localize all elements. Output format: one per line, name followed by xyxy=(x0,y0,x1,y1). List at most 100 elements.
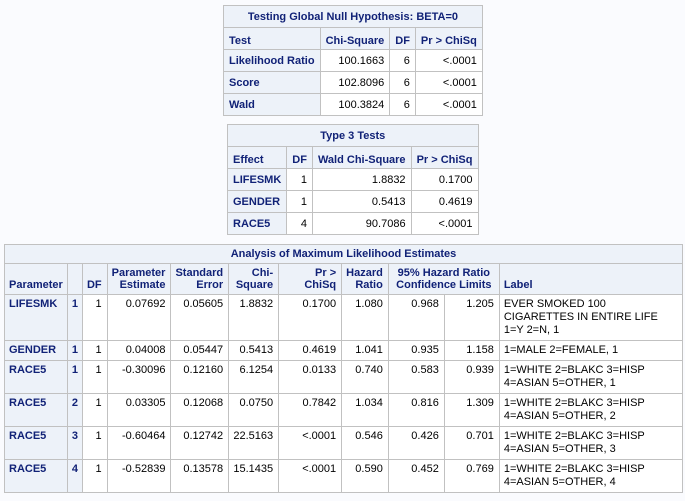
table-cell: 6 xyxy=(389,49,416,72)
global-null-table: Testing Global Null Hypothesis: BETA=0 T… xyxy=(223,5,483,116)
table-row: RACE5 4 90.7086 <.0001 xyxy=(226,212,479,235)
column-header: Wald Chi-Square xyxy=(311,146,412,169)
table-cell: 0.05605 xyxy=(170,294,230,341)
table-cell: <.0001 xyxy=(414,93,483,116)
table-cell: 0.769 xyxy=(443,459,500,493)
column-header: Pr > ChiSq xyxy=(410,146,479,169)
table-row: RACE5 2 1 0.03305 0.12068 0.0750 0.7842 … xyxy=(4,393,684,427)
table-cell: 0.1700 xyxy=(278,294,343,341)
table-cell: 102.8096 xyxy=(319,71,391,94)
column-header: DF xyxy=(286,146,313,169)
column-header: DF xyxy=(81,263,108,295)
row-header: Likelihood Ratio xyxy=(223,49,321,72)
table-cell: 1.8832 xyxy=(228,294,280,341)
row-header: RACE5 xyxy=(4,393,68,427)
table-cell: 0.816 xyxy=(387,393,445,427)
column-header: DF xyxy=(389,27,416,50)
table-cell: 1.080 xyxy=(341,294,389,341)
row-level: 1 xyxy=(66,360,83,394)
table-cell: 0.7842 xyxy=(278,393,343,427)
column-header-blank xyxy=(66,263,83,295)
mle-table: Analysis of Maximum Likelihood Estimates… xyxy=(4,244,684,493)
table-cell: 1 xyxy=(81,340,108,361)
table-cell: 0.426 xyxy=(387,426,445,460)
table-cell: 1.034 xyxy=(341,393,389,427)
table-cell: 100.1663 xyxy=(319,49,391,72)
table-cell: 0.04008 xyxy=(106,340,172,361)
table-row: GENDER 1 1 0.04008 0.05447 0.5413 0.4619… xyxy=(4,340,684,361)
table-row: LIFESMK 1 1 0.07692 0.05605 1.8832 0.170… xyxy=(4,294,684,341)
table-row: RACE5 1 1 -0.30096 0.12160 6.1254 0.0133… xyxy=(4,360,684,394)
row-header: RACE5 xyxy=(4,426,68,460)
table-cell: <.0001 xyxy=(414,49,483,72)
table-cell: 0.03305 xyxy=(106,393,172,427)
table-cell: 0.5413 xyxy=(311,190,412,213)
table-cell: 0.07692 xyxy=(106,294,172,341)
table-cell: 1 xyxy=(81,360,108,394)
table-row: Wald 100.3824 6 <.0001 xyxy=(223,93,483,116)
table-cell: 1 xyxy=(81,426,108,460)
table-cell: <.0001 xyxy=(278,426,343,460)
table-cell-label: 1=WHITE 2=BLAKC 3=HISP 4=ASIAN 5=OTHER, … xyxy=(498,360,684,394)
table-cell: 0.590 xyxy=(341,459,389,493)
table-cell: 1 xyxy=(81,393,108,427)
table-cell: 4 xyxy=(286,212,313,235)
table-cell: 1.309 xyxy=(443,393,500,427)
table-cell: 0.5413 xyxy=(228,340,280,361)
table-cell: 1 xyxy=(81,294,108,341)
table-cell-label: 1=WHITE 2=BLAKC 3=HISP 4=ASIAN 5=OTHER, … xyxy=(498,459,684,493)
row-header: Score xyxy=(223,71,321,94)
table-cell: 0.12068 xyxy=(170,393,230,427)
table-cell-label: 1=WHITE 2=BLAKC 3=HISP 4=ASIAN 5=OTHER, … xyxy=(498,426,684,460)
type3-tests-table: Type 3 Tests Effect DF Wald Chi-Square P… xyxy=(226,124,479,235)
table-cell: 0.740 xyxy=(341,360,389,394)
table-cell: 0.4619 xyxy=(410,190,479,213)
table-row: RACE5 3 1 -0.60464 0.12742 22.5163 <.000… xyxy=(4,426,684,460)
table-cell: -0.52839 xyxy=(106,459,172,493)
table-cell: 100.3824 xyxy=(319,93,391,116)
row-header: GENDER xyxy=(4,340,68,361)
column-header: Chi-Square xyxy=(228,263,280,295)
table-row: GENDER 1 0.5413 0.4619 xyxy=(226,190,479,213)
table-cell: 1 xyxy=(286,190,313,213)
table-cell: 0.13578 xyxy=(170,459,230,493)
table-cell: 0.1700 xyxy=(410,168,479,191)
column-header: Hazard Ratio xyxy=(341,263,389,295)
table-cell: 90.7086 xyxy=(311,212,412,235)
column-header: Standard Error xyxy=(170,263,230,295)
table-cell: <.0001 xyxy=(410,212,479,235)
row-header: LIFESMK xyxy=(226,168,288,191)
row-header: RACE5 xyxy=(4,459,68,493)
row-header: RACE5 xyxy=(226,212,288,235)
table-cell: 0.12160 xyxy=(170,360,230,394)
table-cell: 1 xyxy=(81,459,108,493)
table-cell: <.0001 xyxy=(414,71,483,94)
row-level: 1 xyxy=(66,340,83,361)
column-header: Parameter xyxy=(4,263,68,295)
table-cell: 0.968 xyxy=(387,294,445,341)
table-cell: 6.1254 xyxy=(228,360,280,394)
table-row: RACE5 4 1 -0.52839 0.13578 15.1435 <.000… xyxy=(4,459,684,493)
table-cell: 15.1435 xyxy=(228,459,280,493)
row-level: 1 xyxy=(66,294,83,341)
column-header: 95% Hazard Ratio Confidence Limits xyxy=(387,263,500,295)
row-header: GENDER xyxy=(226,190,288,213)
table-cell: 0.583 xyxy=(387,360,445,394)
row-level: 2 xyxy=(66,393,83,427)
column-header: Pr > ChiSq xyxy=(278,263,343,295)
table-cell: 0.939 xyxy=(443,360,500,394)
table-cell: 0.0750 xyxy=(228,393,280,427)
table-cell: <.0001 xyxy=(278,459,343,493)
table-cell: 0.4619 xyxy=(278,340,343,361)
table-title: Analysis of Maximum Likelihood Estimates xyxy=(4,244,683,264)
table-cell: 0.12742 xyxy=(170,426,230,460)
column-header: Pr > ChiSq xyxy=(414,27,483,50)
table-cell: 0.452 xyxy=(387,459,445,493)
table-row: Score 102.8096 6 <.0001 xyxy=(223,71,483,94)
table-row: LIFESMK 1 1.8832 0.1700 xyxy=(226,168,479,191)
table-cell-label: 1=MALE 2=FEMALE, 1 xyxy=(498,340,684,361)
table-cell-label: EVER SMOKED 100 CIGARETTES IN ENTIRE LIF… xyxy=(498,294,684,341)
row-level: 4 xyxy=(66,459,83,493)
table-title: Type 3 Tests xyxy=(227,124,479,147)
column-header: Effect xyxy=(226,146,288,169)
